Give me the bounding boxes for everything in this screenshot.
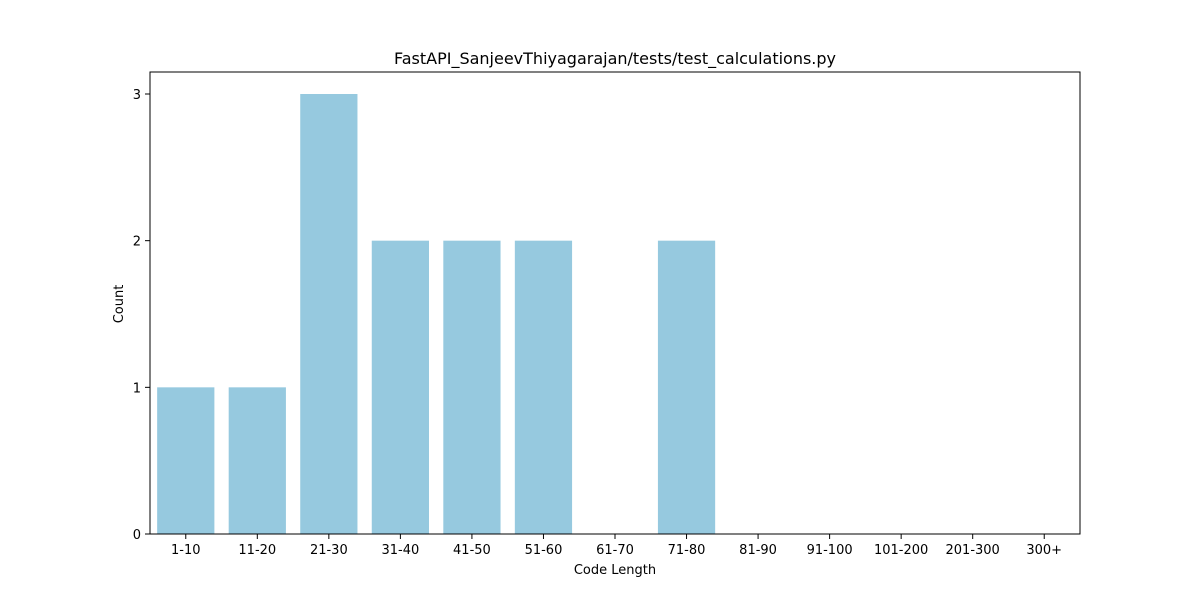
x-tick-label: 11-20 bbox=[238, 543, 276, 558]
bar-51-60 bbox=[514, 240, 573, 534]
x-tick-label: 201-300 bbox=[946, 543, 1000, 558]
y-axis-label: Count bbox=[112, 285, 127, 324]
bars-layer bbox=[157, 94, 716, 534]
x-tick-label: 71-80 bbox=[668, 543, 706, 558]
y-tick-label: 3 bbox=[133, 88, 141, 103]
x-axis-label: Code Length bbox=[574, 563, 656, 578]
x-tick-label: 61-70 bbox=[596, 543, 634, 558]
bar-11-20 bbox=[228, 387, 286, 534]
chart-title: FastAPI_SanjeevThiyagarajan/tests/test_c… bbox=[394, 49, 836, 69]
bar-1-10 bbox=[157, 387, 215, 534]
y-tick-label: 0 bbox=[133, 528, 141, 543]
x-tick-label: 31-40 bbox=[381, 543, 419, 558]
x-tick-label: 21-30 bbox=[310, 543, 348, 558]
x-tick-label: 51-60 bbox=[525, 543, 563, 558]
bar-71-80 bbox=[657, 240, 716, 534]
bar-41-50 bbox=[443, 240, 501, 534]
y-tick-label: 2 bbox=[133, 235, 141, 250]
x-tick-label: 300+ bbox=[1026, 543, 1062, 558]
x-tick-label: 41-50 bbox=[453, 543, 491, 558]
x-tick-label: 91-100 bbox=[807, 543, 853, 558]
x-tick-label: 81-90 bbox=[739, 543, 777, 558]
bar-21-30 bbox=[300, 94, 358, 534]
x-axis-ticks: 1-10 11-20 21-30 31-40 41-50 51-60 61-70 71-80 8… bbox=[171, 534, 1062, 558]
bar-31-40 bbox=[371, 240, 429, 534]
plot-frame bbox=[149, 71, 1081, 535]
y-axis-ticks: 0 1 2 3 bbox=[133, 88, 150, 543]
x-tick-label: 1-10 bbox=[171, 543, 201, 558]
x-tick-label: 101-200 bbox=[874, 543, 928, 558]
y-tick-label: 1 bbox=[133, 381, 141, 396]
